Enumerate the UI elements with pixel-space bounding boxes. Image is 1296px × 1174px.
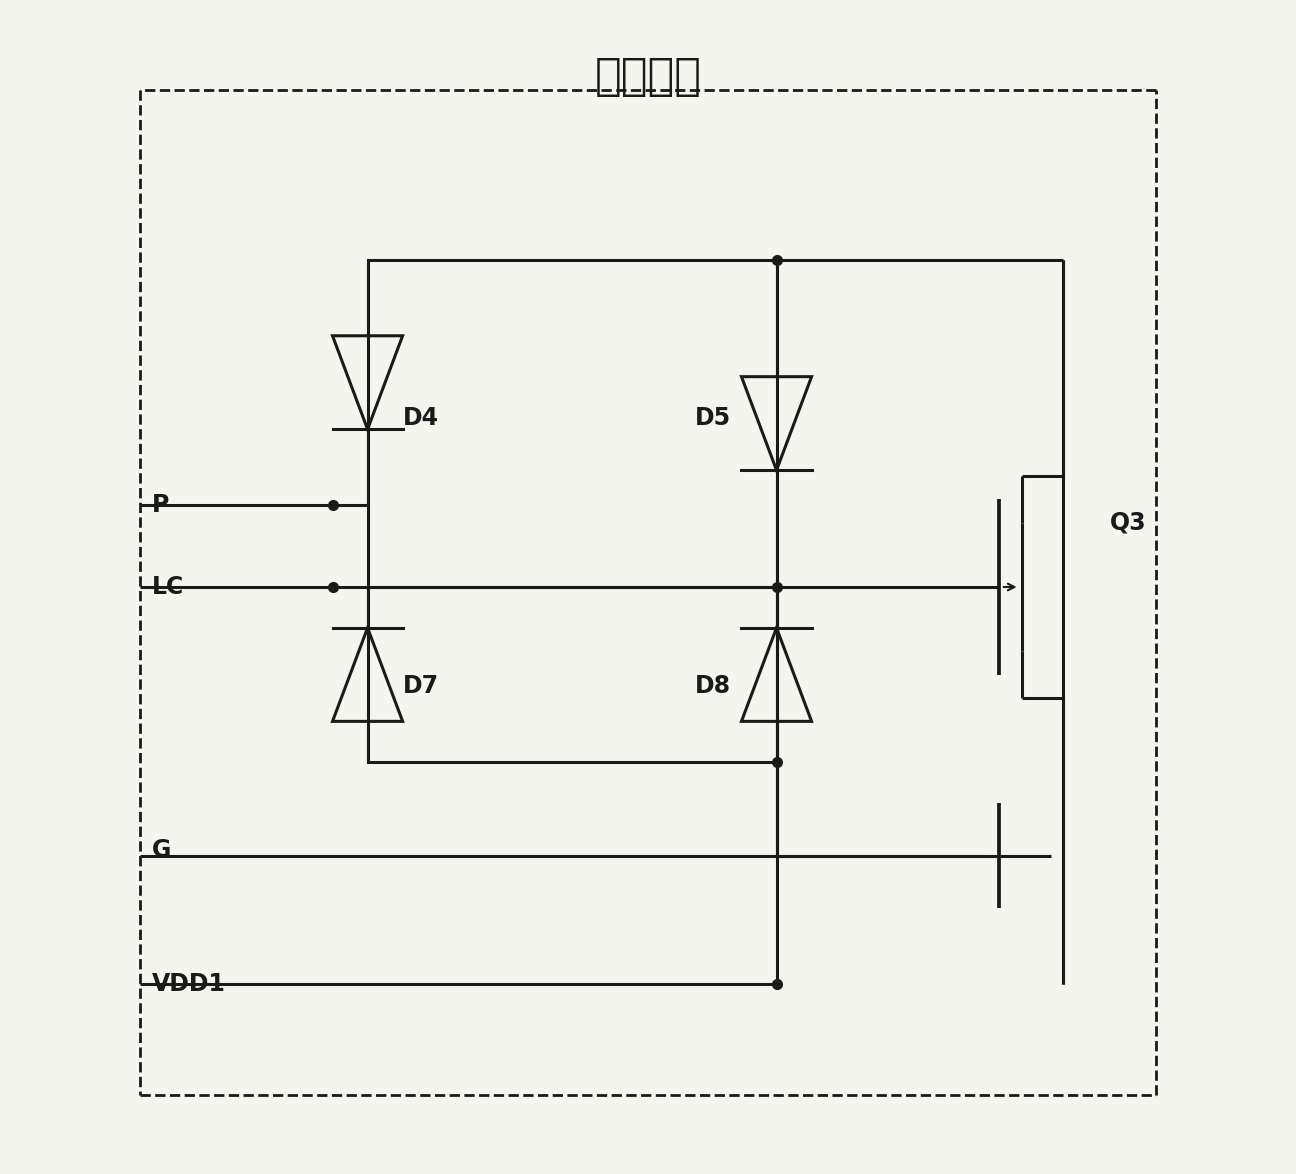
Text: D5: D5: [695, 405, 731, 430]
Text: P: P: [152, 493, 168, 518]
Text: VDD1: VDD1: [152, 972, 226, 997]
Text: 功率开关: 功率开关: [595, 55, 701, 99]
Text: G: G: [152, 838, 171, 862]
Text: Q3: Q3: [1109, 511, 1146, 534]
Text: LC: LC: [152, 575, 184, 599]
Text: D4: D4: [403, 405, 438, 430]
Text: D7: D7: [403, 674, 439, 699]
Text: D8: D8: [695, 674, 731, 699]
